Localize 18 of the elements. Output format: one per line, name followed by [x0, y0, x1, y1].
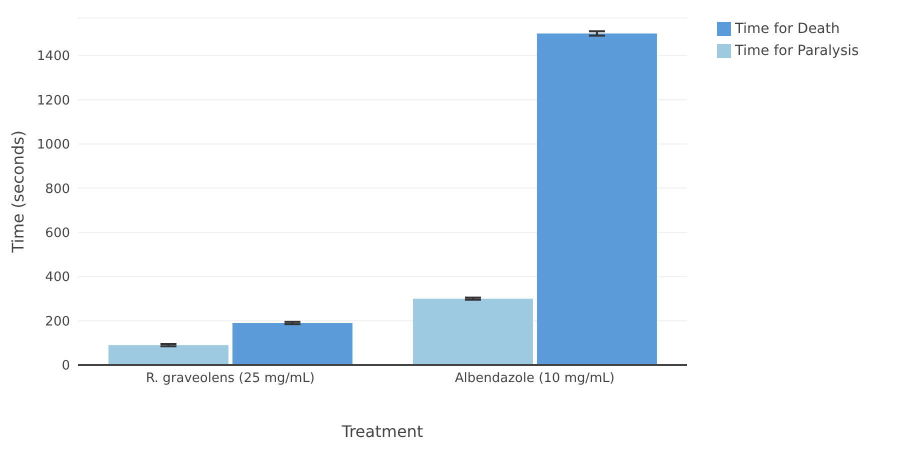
bar — [108, 345, 228, 365]
y-tick-label: 800 — [45, 182, 70, 197]
y-tick-label: 400 — [45, 270, 70, 286]
x-axis-title: Treatment — [340, 422, 424, 441]
x-tick-label: R. graveolens (25 mg/mL) — [146, 371, 315, 386]
y-tick-label: 1000 — [36, 138, 70, 153]
y-axis-title: Time (seconds) — [8, 130, 28, 254]
y-tick-label: 1200 — [36, 93, 70, 108]
bar — [536, 33, 657, 365]
legend-label: Time for Death — [735, 21, 840, 37]
y-tick-label: 0 — [62, 358, 70, 374]
x-tick-label: Albendazole (10 mg/mL) — [454, 371, 615, 386]
y-tick-label: 1400 — [36, 49, 70, 64]
y-tick-label: 200 — [45, 314, 70, 330]
bar — [412, 298, 533, 365]
legend-label: Time for Paralysis — [735, 43, 859, 59]
y-tick-label: 600 — [45, 226, 70, 242]
bar — [232, 323, 352, 365]
